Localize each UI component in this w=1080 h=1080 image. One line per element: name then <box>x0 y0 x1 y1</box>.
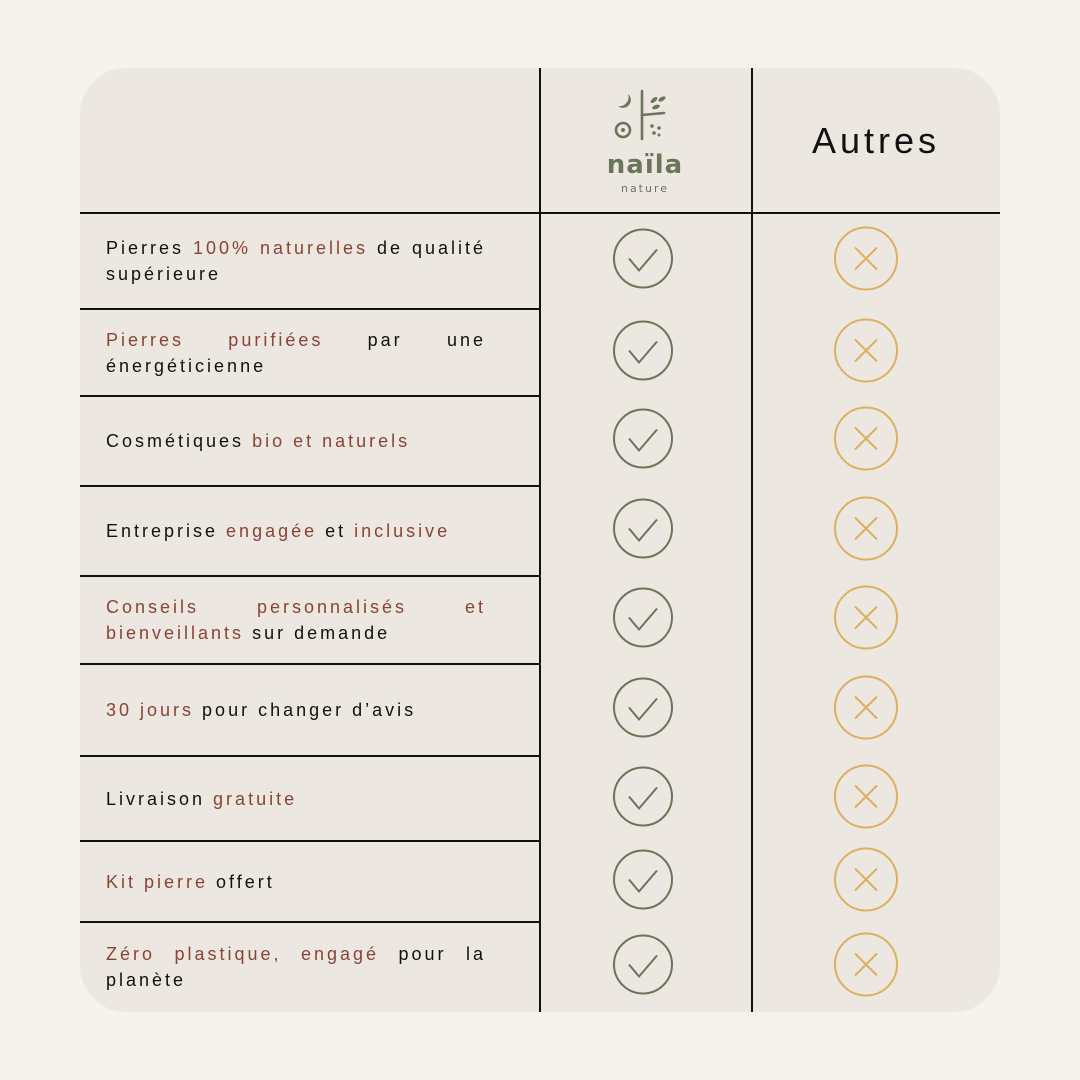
check-icon <box>612 934 674 1001</box>
highlighted-text: 30 jours <box>106 700 195 720</box>
column-divider <box>751 68 753 1012</box>
row-divider <box>80 755 540 757</box>
cross-icon <box>833 226 899 297</box>
highlighted-text: inclusive <box>354 521 451 541</box>
cross-icon <box>833 675 899 746</box>
feature-label: Kit pierre offert <box>106 869 486 895</box>
feature-label: Cosmétiques bio et naturels <box>106 428 486 454</box>
highlighted-text: Pierres purifiées <box>106 329 324 350</box>
highlighted-text: bio et naturels <box>252 431 411 451</box>
table-row: Entreprise engagée et inclusive <box>80 486 1000 577</box>
highlighted-text: Conseils personnalisés et bienveillants <box>106 597 486 643</box>
check-icon <box>612 848 674 915</box>
text: de qualité supérieure <box>106 238 486 284</box>
highlighted-text: Zéro plastique, engagé <box>106 944 380 964</box>
text: par une énergéticienne <box>106 329 486 376</box>
table-row: Conseils personnalisés et bienveillants … <box>80 576 1000 665</box>
comparison-table: naïla nature Autres Pierres 100% naturel… <box>80 68 1000 1012</box>
text: pour la planète <box>106 944 486 990</box>
check-icon <box>612 228 674 295</box>
row-divider <box>80 921 540 923</box>
others-column-header: Autres <box>811 120 941 161</box>
feature-label: Zéro plastique, engagé pour la planète <box>106 941 486 993</box>
header-divider <box>80 212 1000 214</box>
highlighted-text: 100% naturelles <box>192 238 369 258</box>
cross-icon <box>833 406 899 477</box>
text: pour changer d’avis <box>194 700 417 720</box>
table-row: Zéro plastique, engagé pour la planète <box>80 922 1000 1012</box>
table-row: Kit pierre offert <box>80 841 1000 923</box>
brand-name: naïla <box>606 150 684 180</box>
row-divider <box>80 575 540 577</box>
cross-icon <box>833 317 899 388</box>
check-icon <box>612 677 674 744</box>
logo-mark-icon <box>614 89 666 141</box>
row-divider <box>80 485 540 487</box>
text: offert <box>208 871 275 892</box>
text: sur demande <box>244 623 391 643</box>
feature-label: Pierres purifiées par une énergéticienne <box>106 327 486 379</box>
table-row: Livraison gratuite <box>80 756 1000 842</box>
feature-label: Pierres 100% naturelles de qualité supér… <box>106 235 486 287</box>
text: Livraison <box>106 788 214 809</box>
cross-icon <box>833 585 899 656</box>
table-row: Pierres purifiées par une énergéticienne <box>80 309 1000 397</box>
highlighted-text: Kit pierre <box>106 871 209 892</box>
feature-label: Conseils personnalisés et bienveillants … <box>106 594 486 646</box>
cross-icon <box>833 496 899 567</box>
cross-icon <box>833 763 899 834</box>
check-icon <box>612 587 674 654</box>
check-icon <box>612 498 674 565</box>
text: Entreprise <box>106 521 227 541</box>
highlighted-text: gratuite <box>213 788 298 809</box>
text: Pierres <box>106 238 193 258</box>
row-divider <box>80 663 540 665</box>
feature-label: Livraison gratuite <box>106 786 486 812</box>
cross-icon <box>833 932 899 1003</box>
highlighted-text: engagée <box>226 521 318 541</box>
check-icon <box>612 765 674 832</box>
table-row: Pierres 100% naturelles de qualité supér… <box>80 213 1000 310</box>
row-divider <box>80 395 540 397</box>
check-icon <box>612 408 674 475</box>
table-row: 30 jours pour changer d’avis <box>80 664 1000 757</box>
text: et <box>317 521 355 541</box>
text: Cosmétiques <box>106 431 253 451</box>
row-divider <box>80 840 540 842</box>
table-row: Cosmétiques bio et naturels <box>80 396 1000 487</box>
cross-icon <box>833 846 899 917</box>
row-divider <box>80 308 540 310</box>
check-icon <box>612 319 674 386</box>
brand-tagline: nature <box>620 182 670 195</box>
naila-nature-logo: naïla nature <box>580 78 710 208</box>
feature-label: 30 jours pour changer d’avis <box>106 697 486 723</box>
feature-label: Entreprise engagée et inclusive <box>106 518 486 544</box>
column-divider <box>539 68 541 1012</box>
